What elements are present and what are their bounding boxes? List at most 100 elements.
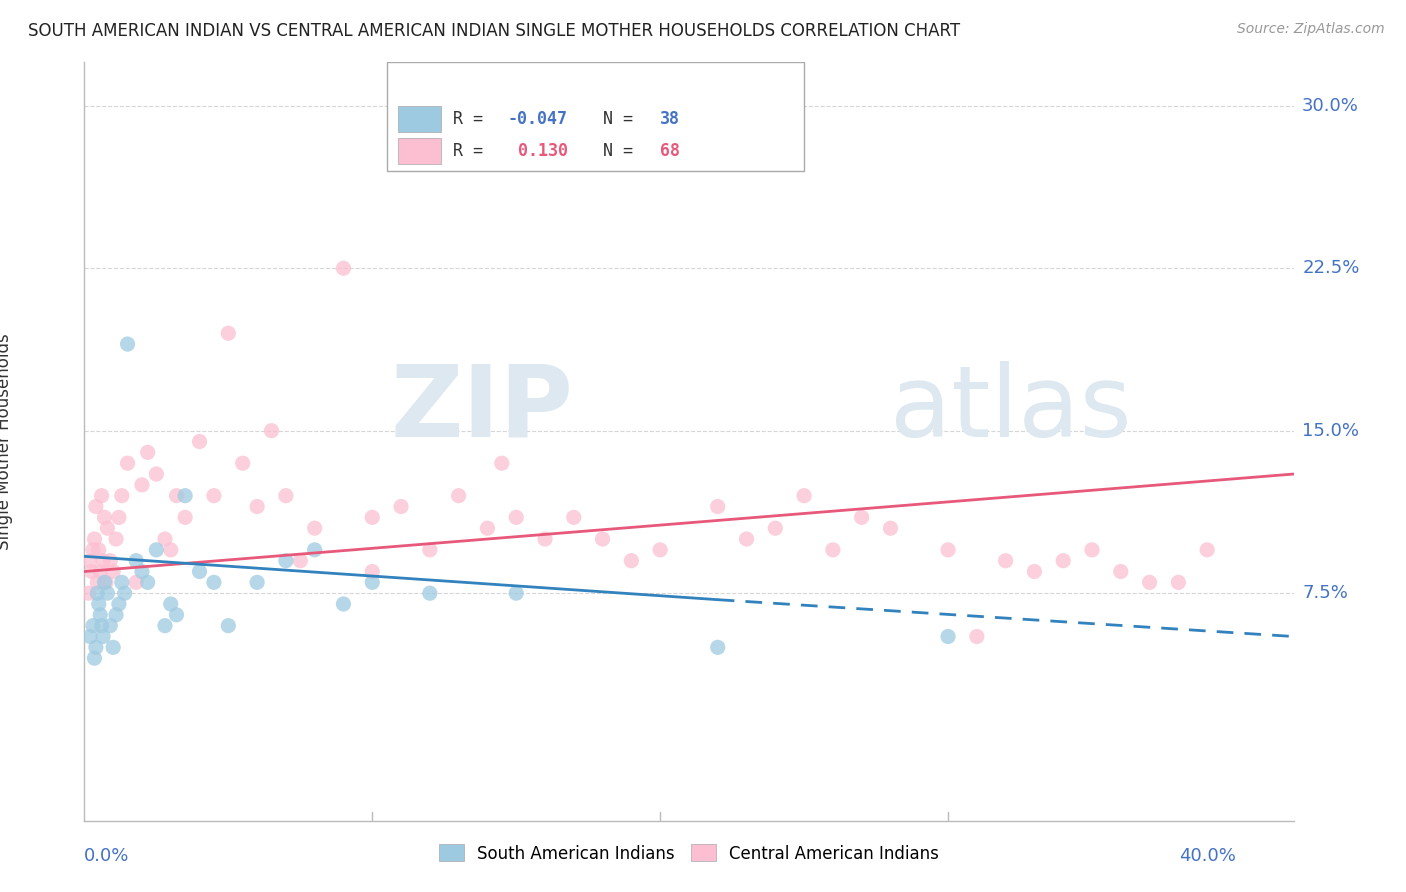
Point — [419, 586, 441, 600]
Point — [166, 489, 188, 503]
Text: R =: R = — [453, 110, 494, 128]
Text: 68: 68 — [661, 142, 681, 161]
Point — [188, 434, 211, 449]
Point — [763, 521, 786, 535]
Point — [166, 607, 188, 622]
Point — [101, 565, 124, 579]
Text: atlas: atlas — [890, 360, 1132, 458]
Point — [1024, 565, 1046, 579]
Point — [86, 575, 108, 590]
Text: 0.130: 0.130 — [508, 142, 568, 161]
Text: R =: R = — [453, 142, 494, 161]
Point — [136, 445, 159, 459]
Point — [87, 542, 110, 557]
Point — [188, 565, 211, 579]
Point — [290, 554, 312, 568]
Point — [114, 586, 136, 600]
Point — [117, 337, 139, 351]
Point — [202, 489, 225, 503]
Point — [1197, 542, 1219, 557]
Point — [936, 630, 959, 644]
Point — [94, 575, 117, 590]
Point — [89, 565, 111, 579]
Point — [419, 542, 441, 557]
Text: Single Mother Households: Single Mother Households — [0, 334, 13, 549]
Point — [101, 640, 124, 655]
Point — [136, 575, 159, 590]
Point — [87, 597, 110, 611]
Point — [304, 542, 326, 557]
Text: 0.0%: 0.0% — [84, 847, 129, 864]
Point — [361, 565, 384, 579]
Point — [304, 521, 326, 535]
Text: 22.5%: 22.5% — [1302, 260, 1360, 277]
Point — [505, 586, 527, 600]
Point — [131, 478, 153, 492]
Point — [83, 532, 105, 546]
Point — [77, 586, 100, 600]
Point — [89, 607, 111, 622]
Point — [90, 618, 112, 632]
Point — [477, 521, 499, 535]
Point — [332, 597, 354, 611]
Point — [1139, 575, 1161, 590]
Text: 7.5%: 7.5% — [1302, 584, 1348, 602]
Text: 30.0%: 30.0% — [1302, 96, 1360, 115]
Point — [125, 554, 148, 568]
Point — [111, 489, 134, 503]
Point — [1167, 575, 1189, 590]
Point — [145, 467, 167, 481]
FancyBboxPatch shape — [398, 138, 441, 164]
Point — [332, 261, 354, 276]
Point — [735, 532, 758, 546]
Point — [111, 575, 134, 590]
Point — [79, 630, 101, 644]
Point — [534, 532, 557, 546]
Text: ZIP: ZIP — [391, 360, 574, 458]
Point — [117, 456, 139, 470]
Point — [83, 651, 105, 665]
Point — [1052, 554, 1074, 568]
Point — [98, 618, 121, 632]
Point — [592, 532, 614, 546]
Point — [98, 554, 121, 568]
Text: SOUTH AMERICAN INDIAN VS CENTRAL AMERICAN INDIAN SINGLE MOTHER HOUSEHOLDS CORREL: SOUTH AMERICAN INDIAN VS CENTRAL AMERICA… — [28, 22, 960, 40]
Point — [246, 500, 269, 514]
Point — [159, 597, 181, 611]
Point — [851, 510, 873, 524]
Point — [505, 510, 527, 524]
Point — [879, 521, 901, 535]
Point — [447, 489, 470, 503]
Point — [108, 597, 131, 611]
Point — [706, 640, 728, 655]
Point — [153, 532, 176, 546]
Point — [82, 618, 104, 632]
FancyBboxPatch shape — [387, 62, 804, 170]
Point — [491, 456, 513, 470]
Point — [821, 542, 844, 557]
Legend: South American Indians, Central American Indians: South American Indians, Central American… — [432, 838, 946, 869]
Text: 15.0%: 15.0% — [1302, 422, 1360, 440]
Text: 38: 38 — [661, 110, 681, 128]
Point — [96, 586, 118, 600]
Point — [105, 532, 128, 546]
Point — [620, 554, 643, 568]
Text: N =: N = — [603, 110, 643, 128]
Point — [246, 575, 269, 590]
Point — [562, 510, 585, 524]
Point — [260, 424, 283, 438]
Point — [706, 500, 728, 514]
Point — [159, 542, 181, 557]
Point — [232, 456, 254, 470]
Point — [105, 607, 128, 622]
Point — [91, 554, 114, 568]
Point — [174, 489, 197, 503]
Point — [93, 510, 115, 524]
Point — [82, 542, 104, 557]
Point — [274, 554, 297, 568]
Point — [361, 510, 384, 524]
Point — [145, 542, 167, 557]
Point — [1109, 565, 1132, 579]
Point — [966, 630, 988, 644]
Point — [650, 542, 672, 557]
